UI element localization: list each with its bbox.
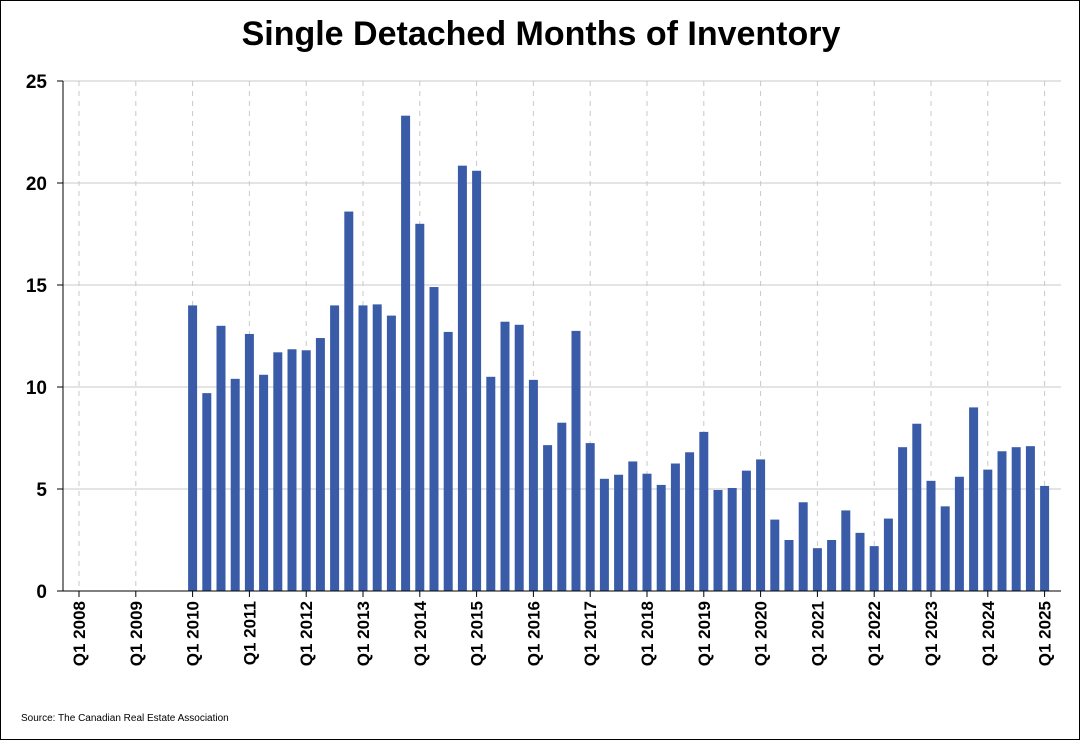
bar	[1011, 447, 1021, 591]
bar	[528, 379, 538, 591]
bar	[188, 305, 198, 591]
bar	[642, 473, 652, 591]
bar	[841, 510, 851, 591]
bar	[954, 476, 964, 591]
bar	[670, 463, 680, 591]
bar	[983, 469, 993, 591]
x-tick-label: Q1 2009	[127, 601, 146, 666]
bar	[216, 325, 226, 591]
x-tick-label: Q1 2017	[581, 601, 600, 666]
x-tick-label: Q1 2018	[638, 601, 657, 666]
bar	[756, 459, 766, 591]
bar	[543, 445, 553, 591]
x-tick-label: Q1 2008	[70, 601, 89, 666]
bar	[358, 305, 368, 591]
bar	[685, 452, 695, 591]
x-tick-label: Q1 2021	[808, 601, 827, 666]
bar	[415, 223, 425, 592]
bar	[230, 378, 240, 591]
x-tick-label: Q1 2024	[979, 600, 998, 666]
bar	[940, 506, 950, 591]
bar	[1025, 446, 1035, 591]
x-tick-label: Q1 2022	[865, 601, 884, 666]
bar	[855, 532, 865, 591]
bar	[571, 330, 581, 591]
x-tick-label: Q1 2010	[184, 601, 203, 666]
bar	[287, 349, 297, 591]
chart-title: Single Detached Months of Inventory	[241, 15, 841, 53]
bar	[344, 211, 354, 591]
bar	[741, 470, 751, 591]
bar	[259, 374, 269, 591]
bar	[997, 451, 1007, 591]
bar	[656, 484, 666, 591]
bar	[486, 376, 496, 591]
bar	[557, 422, 567, 591]
source-note: Source: The Canadian Real Estate Associa…	[21, 713, 229, 724]
bar	[869, 546, 879, 591]
bar	[500, 321, 510, 591]
bar	[827, 540, 837, 591]
x-tick-label: Q1 2019	[695, 601, 714, 666]
bar	[1040, 485, 1050, 591]
bar	[585, 443, 595, 591]
bar	[514, 324, 524, 591]
bar	[443, 331, 453, 591]
bar	[883, 518, 893, 591]
x-tick-label: Q1 2025	[1036, 601, 1055, 666]
bar	[372, 304, 382, 591]
x-tick-label: Q1 2020	[752, 601, 771, 666]
bar	[273, 352, 283, 591]
bar	[628, 461, 638, 591]
bar	[614, 474, 624, 591]
x-tick-label: Q1 2015	[468, 601, 487, 666]
x-tick-label: Q1 2016	[524, 601, 543, 666]
y-tick-labels: 0 5 10 15 20 25	[26, 72, 48, 603]
bar	[784, 540, 794, 591]
x-tick-label: Q1 2023	[922, 601, 941, 666]
bar	[315, 338, 325, 591]
x-tick-label: Q1 2012	[297, 601, 316, 666]
x-tick-labels: Q1 2008 Q1 2009 Q1 2010 Q1 2011 Q1 2012 Q1 20…	[70, 600, 1055, 666]
bar	[599, 478, 609, 591]
bar	[202, 393, 212, 591]
bar	[969, 407, 979, 591]
bar	[727, 487, 737, 591]
axes	[57, 80, 1061, 597]
bar	[472, 170, 482, 591]
x-tick-label: Q1 2011	[240, 601, 259, 665]
bar	[330, 305, 340, 591]
y-tick-label: 20	[26, 174, 47, 195]
bar	[926, 480, 936, 591]
bar	[699, 431, 709, 591]
bar	[798, 502, 808, 591]
bar	[898, 447, 908, 591]
y-tick-label: 15	[26, 276, 48, 297]
bar	[301, 350, 311, 591]
bar	[429, 287, 439, 591]
bar	[770, 519, 780, 591]
bar-series	[188, 115, 1050, 592]
y-tick-label: 0	[36, 582, 47, 603]
bar	[386, 315, 396, 591]
bar	[244, 333, 254, 591]
bar	[812, 548, 822, 591]
bar	[713, 490, 723, 591]
x-tick-label: Q1 2013	[354, 601, 373, 666]
y-tick-label: 5	[36, 480, 47, 501]
x-tick-label: Q1 2014	[411, 600, 430, 666]
bar	[457, 165, 467, 591]
bar	[401, 115, 411, 592]
y-tick-label: 25	[26, 72, 48, 93]
bar	[912, 423, 922, 591]
y-tick-label: 10	[26, 378, 47, 399]
